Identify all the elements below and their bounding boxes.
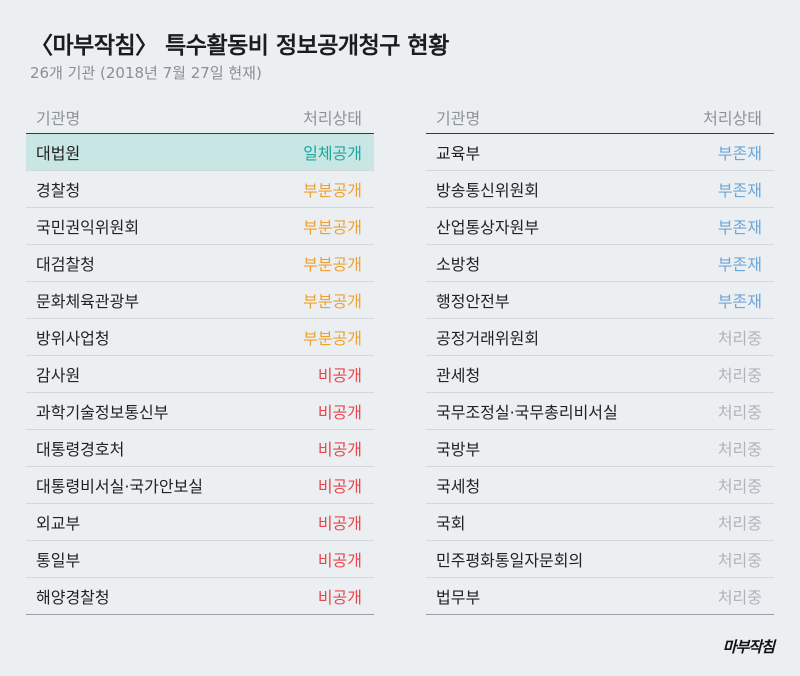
table-header: 기관명 처리상태 [26,100,374,134]
status-label: 부분공개 [303,218,362,237]
table-row: 산업통상자원부 부존재 [426,208,774,245]
agency-name: 해양경찰청 [36,588,110,607]
agency-name: 대통령경호처 [36,440,125,459]
table-row: 대법원 일체공개 [26,134,374,171]
status-label: 부존재 [717,144,762,163]
left-table-body: 대법원 일체공개 경찰청 부분공개 국민권익위원회 부분공개 대검찰청 부분공개 문화체육관광부… [26,134,374,615]
table-row: 국회 처리중 [426,504,774,541]
agency-name: 방송통신위원회 [436,181,540,200]
table-row: 국세청 처리중 [426,467,774,504]
agency-name: 대검찰청 [36,255,95,274]
status-label: 부존재 [717,292,762,311]
status-column-header: 처리상태 [703,108,762,128]
status-label: 부존재 [717,255,762,274]
status-label: 처리중 [717,366,762,385]
table-row: 국방부 처리중 [426,430,774,467]
agency-name: 산업통상자원부 [436,218,540,237]
status-label: 처리중 [717,329,762,348]
status-label: 비공개 [317,440,362,459]
status-label: 처리중 [717,551,762,570]
agency-name: 행정안전부 [436,292,510,311]
table-row: 교육부 부존재 [426,134,774,171]
agency-name: 대법원 [36,144,81,163]
page-subtitle: 26개 기관 (2018년 7월 27일 현재) [30,64,262,82]
right-table: 기관명 처리상태 교육부 부존재 방송통신위원회 부존재 산업통상자원부 부존재 소방청 부존… [426,100,774,615]
agency-name: 국방부 [436,440,481,459]
table-header: 기관명 처리상태 [426,100,774,134]
agency-name: 법무부 [436,588,481,607]
status-label: 비공개 [317,514,362,533]
status-label: 비공개 [317,403,362,422]
table-row: 통일부 비공개 [26,541,374,578]
agency-name: 외교부 [36,514,81,533]
status-label: 부분공개 [303,329,362,348]
table-row: 대통령비서실·국가안보실 비공개 [26,467,374,504]
agency-name: 소방청 [436,255,481,274]
agency-name: 국무조정실·국무총리비서실 [436,403,618,422]
status-column-header: 처리상태 [303,108,362,128]
status-label: 처리중 [717,514,762,533]
agency-name: 통일부 [36,551,81,570]
status-label: 처리중 [717,477,762,496]
status-label: 처리중 [717,588,762,607]
table-row: 국무조정실·국무총리비서실 처리중 [426,393,774,430]
agency-name: 관세청 [436,366,481,385]
agency-name: 대통령비서실·국가안보실 [36,477,204,496]
agency-name: 방위사업청 [36,329,110,348]
table-row: 법무부 처리중 [426,578,774,615]
agency-name: 민주평화통일자문회의 [436,551,584,570]
status-label: 처리중 [717,440,762,459]
status-label: 비공개 [317,551,362,570]
table-row: 국민권익위원회 부분공개 [26,208,374,245]
status-label: 비공개 [317,366,362,385]
table-row: 소방청 부존재 [426,245,774,282]
table-row: 감사원 비공개 [26,356,374,393]
table-row: 행정안전부 부존재 [426,282,774,319]
logo: 마부작침 [722,638,775,656]
agency-name: 국세청 [436,477,481,496]
agency-column-header: 기관명 [36,108,81,128]
status-label: 부분공개 [303,255,362,274]
status-label: 부존재 [717,218,762,237]
status-label: 부분공개 [303,292,362,311]
agency-name: 문화체육관광부 [36,292,140,311]
agency-name: 경찰청 [36,181,81,200]
status-label: 비공개 [317,477,362,496]
agency-name: 공정거래위원회 [436,329,540,348]
table-row: 방송통신위원회 부존재 [426,171,774,208]
table-row: 공정거래위원회 처리중 [426,319,774,356]
right-table-body: 교육부 부존재 방송통신위원회 부존재 산업통상자원부 부존재 소방청 부존재 행정안전부 부존재… [426,134,774,615]
table-row: 대통령경호처 비공개 [26,430,374,467]
table-row: 관세청 처리중 [426,356,774,393]
left-table: 기관명 처리상태 대법원 일체공개 경찰청 부분공개 국민권익위원회 부분공개 대검찰청 부분… [26,100,374,615]
status-label: 일체공개 [303,144,362,163]
agency-column-header: 기관명 [436,108,481,128]
agency-name: 국회 [436,514,466,533]
table-row: 대검찰청 부분공개 [26,245,374,282]
agency-name: 감사원 [36,366,81,385]
agency-name: 교육부 [436,144,481,163]
table-row: 문화체육관광부 부분공개 [26,282,374,319]
agency-name: 과학기술정보통신부 [36,403,169,422]
table-row: 과학기술정보통신부 비공개 [26,393,374,430]
table-row: 외교부 비공개 [26,504,374,541]
agency-name: 국민권익위원회 [36,218,140,237]
table-row: 민주평화통일자문회의 처리중 [426,541,774,578]
status-label: 비공개 [317,588,362,607]
status-label: 처리중 [717,403,762,422]
status-label: 부존재 [717,181,762,200]
table-row: 경찰청 부분공개 [26,171,374,208]
table-row: 해양경찰청 비공개 [26,578,374,615]
page-title: 〈마부작침〉 특수활동비 정보공개청구 현황 [30,33,449,59]
status-label: 부분공개 [303,181,362,200]
table-row: 방위사업청 부분공개 [26,319,374,356]
